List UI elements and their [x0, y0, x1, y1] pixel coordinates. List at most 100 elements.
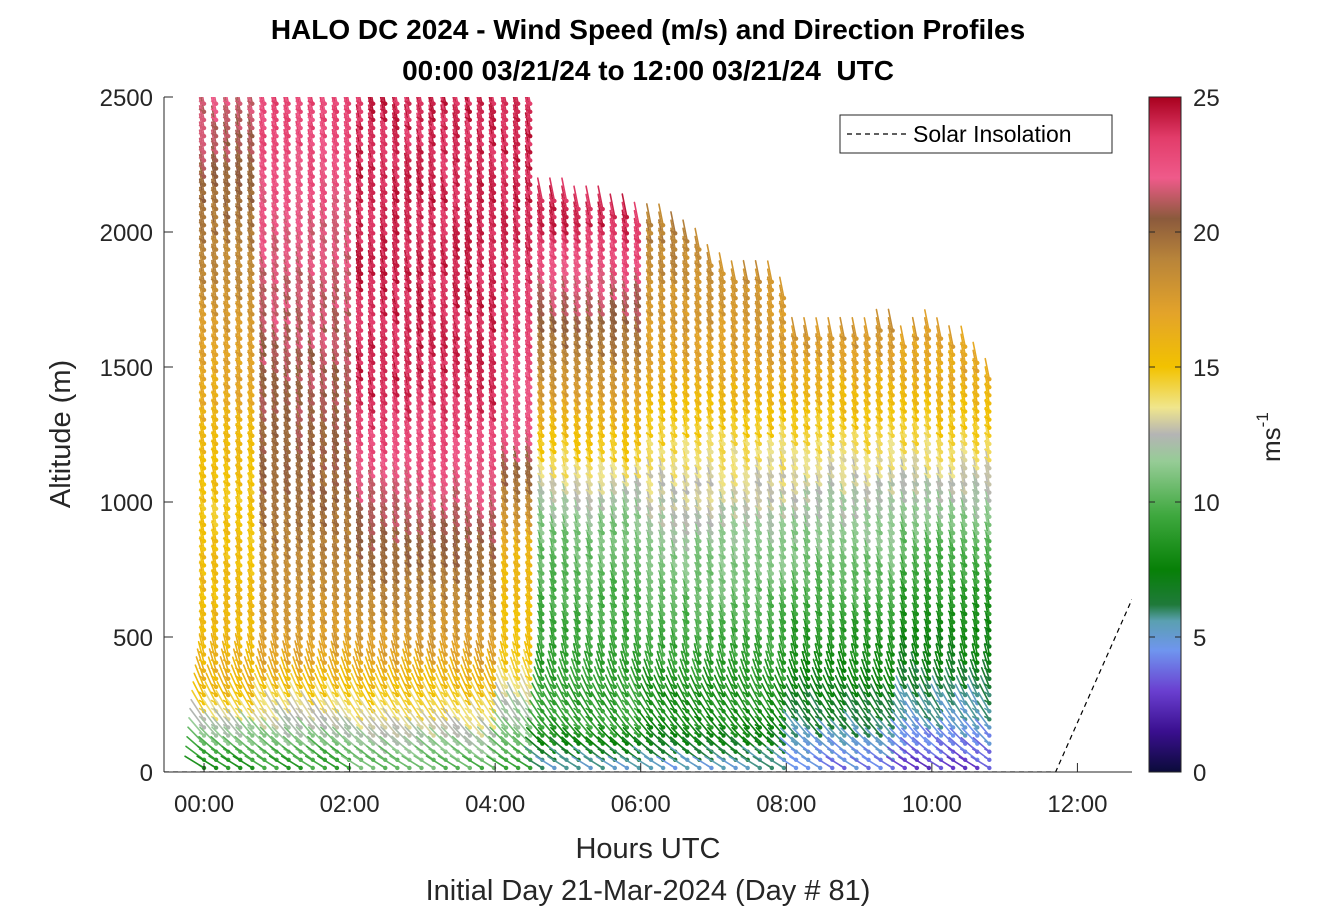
wind-barb [259, 97, 267, 106]
wind-barb [213, 707, 231, 730]
wind-barb [222, 382, 231, 406]
wind-barb [234, 300, 243, 325]
wind-barb [232, 755, 255, 771]
wind-barb [234, 357, 243, 382]
wind-barb [198, 398, 207, 422]
wind-barb [246, 97, 255, 106]
colorbar [1148, 96, 1182, 773]
wind-barb [198, 97, 207, 106]
wind-barb [246, 382, 255, 406]
wind-barb [234, 325, 243, 349]
wind-barb [367, 97, 376, 106]
wind-barb [246, 333, 255, 358]
wind-barbs [184, 97, 992, 771]
y-tick-label: 2500 [100, 85, 153, 112]
colorbar-tick-label: 5 [1193, 625, 1206, 652]
wind-barb [246, 219, 255, 244]
wind-barb [198, 333, 207, 358]
wind-barb [210, 349, 219, 374]
wind-barb [271, 97, 279, 106]
wind-barb [246, 97, 255, 115]
wind-barb [222, 365, 231, 390]
wind-barb [222, 504, 231, 528]
wind-barb [200, 716, 219, 738]
wind-barb [210, 300, 219, 325]
wind-barb [234, 309, 243, 333]
wind-barb [208, 755, 231, 771]
wind-barb [198, 300, 207, 325]
wind-barb [222, 333, 231, 358]
wind-barb [391, 97, 400, 106]
wind-barb [212, 716, 231, 738]
x-tick-label: 12:00 [1047, 791, 1107, 818]
wind-barb [246, 300, 255, 325]
wind-barb [198, 341, 207, 366]
y-axis-label: Altitude (m) [45, 360, 77, 508]
wind-barb [210, 382, 219, 406]
colorbar-tick-label: 0 [1193, 760, 1206, 787]
y-tick-label: 1500 [100, 355, 153, 382]
wind-barb [198, 325, 207, 349]
wind-barb [234, 349, 243, 374]
wind-barb [237, 707, 255, 730]
wind-barb [222, 325, 231, 349]
wind-barb [225, 707, 243, 730]
wind-barb [210, 317, 219, 341]
wind-barb [234, 97, 243, 115]
wind-barb [210, 97, 219, 106]
x-axis-sublabel: Initial Day 21-Mar-2024 (Day # 81) [426, 875, 871, 907]
wind-barb [234, 317, 243, 341]
wind-barb [201, 707, 219, 730]
wind-barb [198, 357, 207, 382]
wind-barb [283, 97, 291, 106]
x-tick-label: 00:00 [174, 791, 234, 818]
wind-barb [246, 317, 255, 341]
wind-barb [223, 726, 243, 746]
wind-barb [355, 97, 364, 106]
wind-barb [222, 97, 231, 115]
colorbar-label-unit: ms [1256, 427, 1286, 462]
wind-barb [220, 755, 243, 771]
y-tick-label: 500 [113, 625, 153, 652]
wind-barb [222, 97, 231, 106]
wind-barb [234, 382, 243, 406]
x-tick-label: 02:00 [320, 791, 380, 818]
wind-barb [222, 349, 231, 374]
colorbar-tick-label: 20 [1193, 220, 1220, 247]
wind-barb [224, 716, 243, 738]
wind-barb [210, 308, 219, 333]
x-axis-label: Hours UTC [575, 833, 720, 865]
wind-barb [210, 97, 219, 115]
wind-barb [198, 97, 207, 115]
wind-barb [246, 341, 255, 366]
colorbar-label: ms-1 [1253, 412, 1286, 462]
x-tick-label: 10:00 [902, 791, 962, 818]
wind-barb [188, 717, 207, 738]
wind-barb [198, 317, 207, 341]
wind-barb [222, 292, 231, 317]
y-tick-label: 2000 [100, 220, 153, 247]
wind-barb [189, 707, 207, 730]
wind-barb [319, 97, 328, 106]
wind-barb [246, 349, 255, 374]
wind-barb [307, 97, 315, 106]
wind-barb [222, 341, 231, 366]
y-tick-label: 1000 [100, 490, 153, 517]
x-tick-label: 04:00 [465, 791, 525, 818]
wind-barb [192, 681, 207, 706]
wind-barb [246, 325, 255, 349]
colorbar-label-exponent: -1 [1253, 412, 1272, 427]
wind-barb [246, 357, 255, 382]
wind-barb [198, 349, 207, 374]
wind-barb [379, 97, 388, 106]
legend-label-solar: Solar Insolation [913, 121, 1072, 147]
legend: Solar Insolation [839, 114, 1113, 154]
wind-barb [236, 717, 255, 738]
wind-barb [234, 373, 243, 398]
wind-barb [295, 97, 303, 106]
x-tick-label: 08:00 [756, 791, 816, 818]
wind-barb [331, 97, 340, 106]
wind-barb [196, 755, 219, 771]
